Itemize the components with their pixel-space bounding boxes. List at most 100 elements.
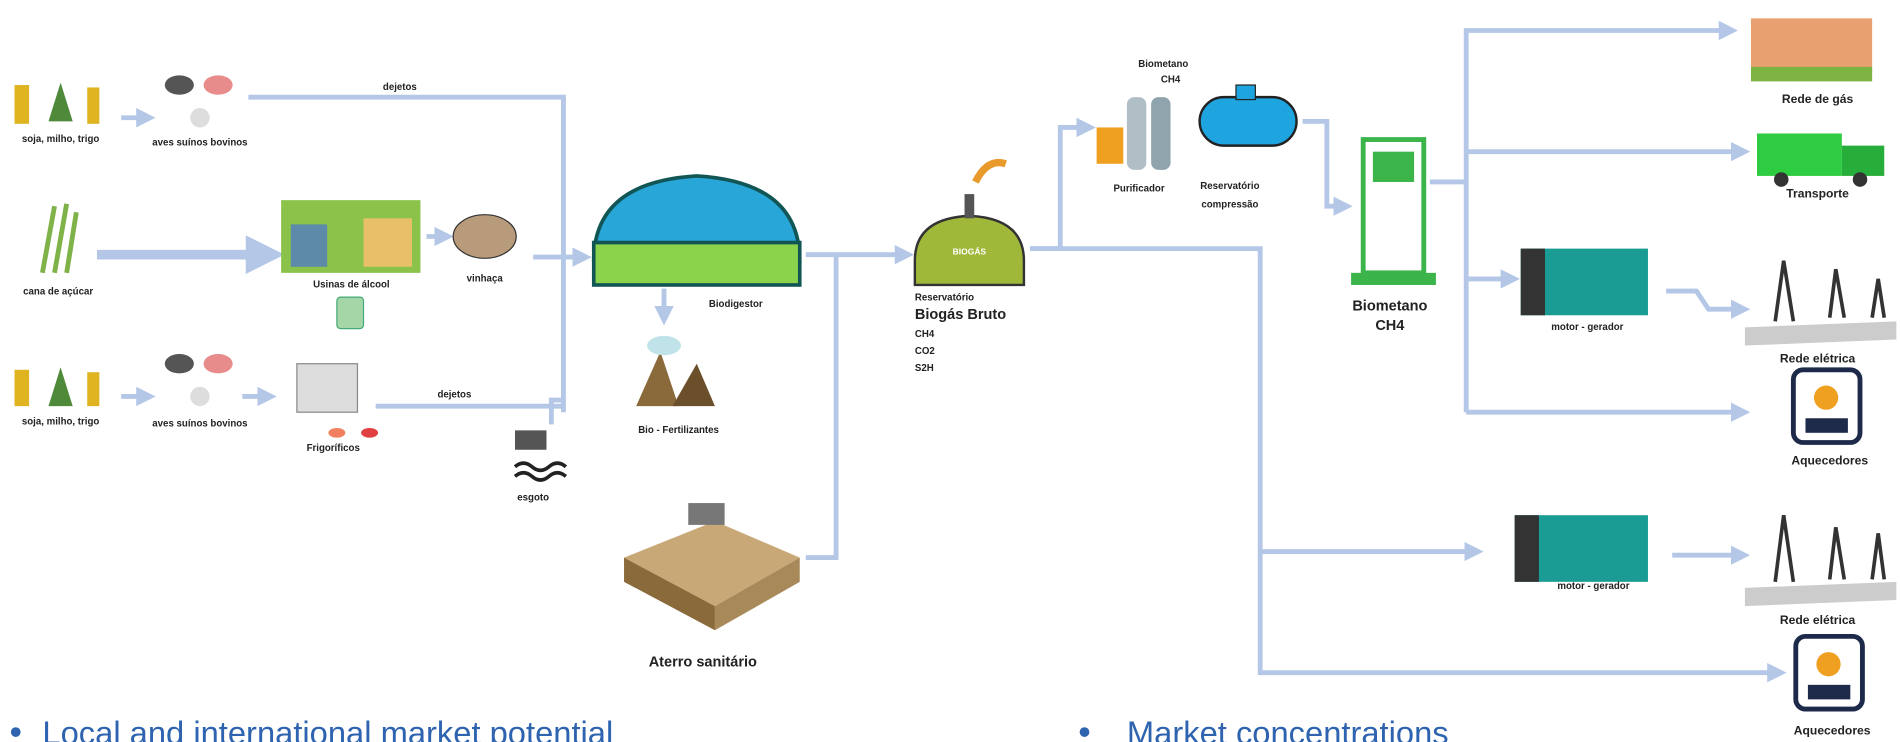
generator-icon xyxy=(1521,249,1648,316)
heater-icon-part xyxy=(1816,652,1840,676)
label: S2H xyxy=(915,363,934,374)
biodigester-icon xyxy=(594,176,800,285)
landfill-icon-part xyxy=(688,503,724,525)
gas-network-icon xyxy=(1751,18,1872,81)
animals-icon-part xyxy=(165,354,194,373)
crops-icon-part xyxy=(48,83,72,122)
fuel-pump-icon-part xyxy=(1373,152,1414,182)
animals-icon xyxy=(165,354,233,406)
vinhaca-icon-part xyxy=(453,215,516,259)
label: Reservatório xyxy=(1200,181,1259,192)
fuel-pump-icon xyxy=(1351,140,1436,285)
sewer-icon-part xyxy=(515,463,566,480)
gas-network-icon-part xyxy=(1751,18,1872,73)
label: Purificador xyxy=(1113,184,1164,195)
label: Biometano xyxy=(1352,298,1427,314)
landfill-icon xyxy=(624,503,800,630)
truck-icon-part xyxy=(1853,172,1868,187)
power-line-icon-part xyxy=(1775,261,1884,322)
slaughterhouse-icon-part xyxy=(297,364,358,412)
label: Aquecedores xyxy=(1794,724,1871,738)
heater-icon xyxy=(1793,370,1860,443)
flow-lines-part xyxy=(1303,121,1345,206)
page: soja, milho, trigo aves suínos bovinos d… xyxy=(0,0,1900,742)
fertilizer-icon-part xyxy=(636,352,678,407)
bullets: Local and international market potential… xyxy=(11,714,1449,742)
animals-icon-part xyxy=(204,354,233,373)
flow-lines-part xyxy=(1466,31,1730,413)
compression-tank-icon xyxy=(1200,85,1297,146)
biogas-tank-icon xyxy=(915,163,1024,285)
label: cana de açúcar xyxy=(23,287,93,298)
factory-icon-part xyxy=(364,218,412,266)
bullet-dot xyxy=(11,727,21,737)
truck-icon xyxy=(1757,134,1884,187)
label: motor - gerador xyxy=(1551,322,1623,333)
purifier-icon xyxy=(1097,97,1171,170)
label: dejetos xyxy=(383,82,417,93)
purifier-icon-part xyxy=(1151,97,1170,170)
crops-icon-part xyxy=(87,372,99,406)
compression-tank-icon-part xyxy=(1236,85,1255,100)
label: motor - gerador xyxy=(1557,581,1629,592)
flow-lines-part xyxy=(806,255,836,558)
crops-icon-part xyxy=(48,367,72,406)
power-line-icon-part xyxy=(1745,582,1896,606)
label: Biogás Bruto xyxy=(915,307,1006,323)
sugarcane-icon xyxy=(42,204,76,273)
biodigester-icon-part xyxy=(594,243,800,285)
label: aves suínos bovinos xyxy=(152,419,247,430)
fertilizer-icon-part xyxy=(673,364,715,406)
truck-icon-part xyxy=(1842,146,1884,176)
bullet-dot xyxy=(1080,727,1090,737)
slaughterhouse-icon xyxy=(297,364,378,438)
biogas-tank-icon-part xyxy=(965,194,975,218)
flow-lines-part xyxy=(1030,127,1088,248)
fertilizer-icon-part xyxy=(647,336,681,355)
bullet-text: Market concentrations xyxy=(1127,714,1449,742)
factory-icon-part xyxy=(337,297,364,329)
animals-icon-part xyxy=(204,75,233,94)
power-line-icon-part xyxy=(1745,321,1896,345)
label: Reservatório xyxy=(915,293,974,304)
bullet-text: Local and international market potential xyxy=(42,714,613,742)
label: CO2 xyxy=(915,346,935,357)
label: aves suínos bovinos xyxy=(152,138,247,149)
label: Bio - Fertilizantes xyxy=(638,425,719,436)
power-line-icon xyxy=(1745,261,1896,346)
label: Transporte xyxy=(1786,187,1849,201)
generator-icon-part xyxy=(1515,515,1539,582)
truck-icon-part xyxy=(1774,172,1789,187)
generator-icon-part xyxy=(1521,249,1545,316)
crops-icon-part xyxy=(15,85,30,124)
compression-tank-icon-part xyxy=(1200,97,1297,145)
generator-icon xyxy=(1515,515,1648,582)
label: Frigoríficos xyxy=(307,443,360,454)
sugarcane-icon-part xyxy=(42,204,76,273)
label: Biometano xyxy=(1138,59,1188,70)
diagram: soja, milho, trigo aves suínos bovinos d… xyxy=(0,0,1900,742)
sewer-icon xyxy=(515,430,566,480)
animals-icon-part xyxy=(190,108,209,127)
crops-icon xyxy=(15,367,100,406)
biogas-tank-icon-part xyxy=(975,163,1005,182)
crops-icon-part xyxy=(87,87,99,123)
fertilizer-icon xyxy=(636,336,715,406)
sewer-icon-part xyxy=(515,430,547,449)
slaughterhouse-icon-part xyxy=(361,428,378,438)
animals-icon-part xyxy=(165,75,194,94)
power-line-icon xyxy=(1745,515,1896,606)
label: Biodigestor xyxy=(709,299,763,310)
power-line-icon-part xyxy=(1775,515,1884,582)
slaughterhouse-icon-part xyxy=(328,428,345,438)
fuel-pump-icon-part xyxy=(1351,273,1436,285)
truck-icon-part xyxy=(1757,134,1842,176)
label: soja, milho, trigo xyxy=(22,416,100,427)
label: esgoto xyxy=(517,493,549,504)
animals-icon xyxy=(165,75,233,127)
flow-lines-part xyxy=(1666,291,1742,309)
heater-icon-part xyxy=(1805,418,1847,433)
label: CH4 xyxy=(915,329,935,340)
label: vinhaça xyxy=(467,273,504,284)
label: Usinas de álcool xyxy=(313,279,389,290)
